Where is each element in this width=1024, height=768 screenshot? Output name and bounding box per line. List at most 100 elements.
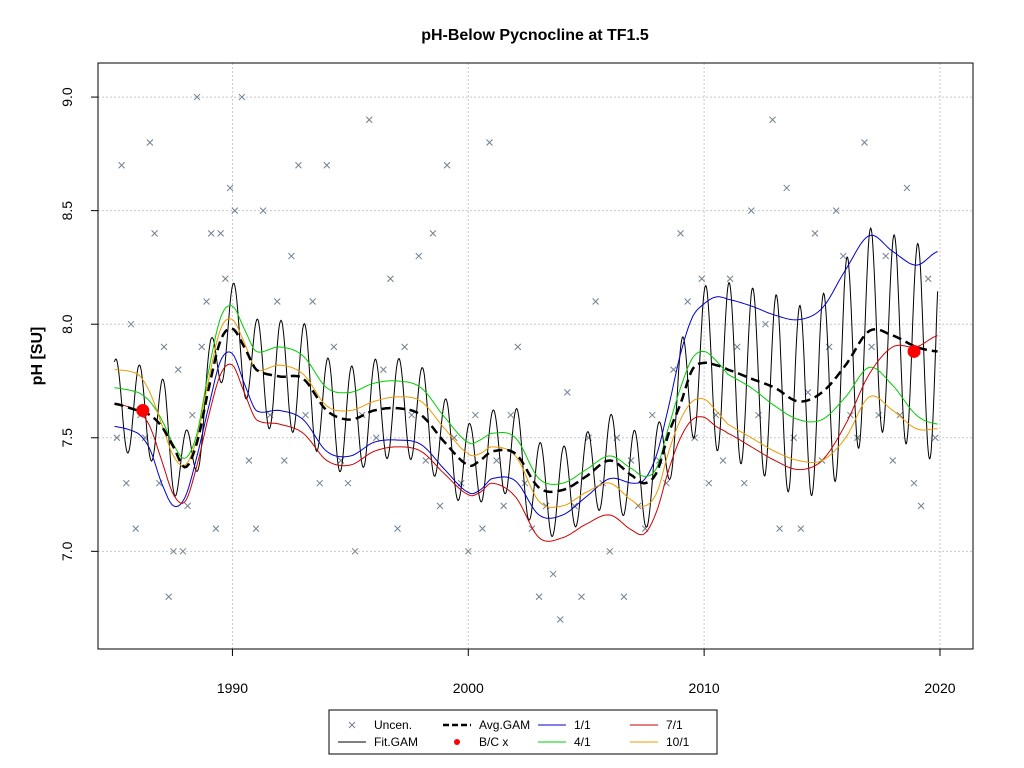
observation-point xyxy=(733,343,741,351)
observation-point xyxy=(726,275,734,283)
observation-point xyxy=(521,479,529,487)
observation-point xyxy=(896,411,904,419)
observation-point xyxy=(401,343,408,351)
observation-point xyxy=(193,93,201,101)
bc-points xyxy=(136,344,921,418)
observation-point xyxy=(422,457,430,464)
observation-point xyxy=(719,457,727,464)
observation-point xyxy=(146,139,154,146)
observation-point xyxy=(670,366,677,373)
observation-point xyxy=(903,184,911,192)
legend-label: 1/1 xyxy=(574,718,591,732)
observation-point xyxy=(179,547,187,555)
observation-point xyxy=(380,366,387,373)
observation-point xyxy=(365,116,373,124)
legend-box xyxy=(328,709,718,755)
legend-item: Uncen. xyxy=(348,718,412,732)
observation-point xyxy=(500,502,508,510)
observation-point xyxy=(212,525,220,532)
legend-symbol-point xyxy=(454,739,460,745)
series-line-10-1 xyxy=(114,318,938,508)
y-tick-label: 7.0 xyxy=(59,541,75,561)
observation-point xyxy=(684,298,691,305)
observation-point xyxy=(122,479,130,487)
legend-label: Fit.GAM xyxy=(374,735,418,749)
fit-gam-line xyxy=(114,226,939,537)
y-tick-label: 8.5 xyxy=(59,201,75,221)
legend-item: B/C x xyxy=(454,735,508,749)
legend-item: Fit.GAM xyxy=(338,735,418,749)
observation-point xyxy=(889,457,897,464)
observation-point xyxy=(747,207,755,214)
observation-point xyxy=(825,343,833,351)
observation-point xyxy=(705,479,713,487)
legend-item: Avg.GAM xyxy=(443,718,530,732)
observation-point xyxy=(549,570,557,578)
observation-point xyxy=(174,366,182,373)
observation-point xyxy=(592,298,599,305)
observation-point xyxy=(203,298,210,305)
observation-point xyxy=(839,252,847,260)
observation-point xyxy=(288,252,295,260)
observation-point xyxy=(408,411,416,419)
observation-point xyxy=(648,411,656,419)
legend-symbol-x xyxy=(348,721,356,729)
y-tick-label: 8.0 xyxy=(59,314,75,334)
observation-point xyxy=(188,411,196,419)
observation-point xyxy=(226,184,234,192)
observation-point xyxy=(620,593,628,601)
observation-point xyxy=(436,502,444,510)
observation-point xyxy=(351,547,359,555)
observation-point xyxy=(231,207,239,214)
observation-point xyxy=(245,457,253,464)
observation-point xyxy=(113,434,121,442)
observation-point xyxy=(464,547,472,555)
legend-label: Avg.GAM xyxy=(479,718,530,732)
observation-point xyxy=(238,93,246,101)
grid xyxy=(98,63,973,649)
observation-point xyxy=(344,479,352,487)
observation-point xyxy=(295,161,302,169)
series-lines xyxy=(114,234,938,542)
observation-point xyxy=(910,479,918,487)
observation-point xyxy=(762,320,769,328)
observation-point xyxy=(184,502,191,510)
observation-point xyxy=(222,275,229,283)
x-tick-label: 2000 xyxy=(453,680,484,696)
observation-point xyxy=(769,116,776,124)
legend-label: 7/1 xyxy=(666,718,683,732)
observation-point xyxy=(252,525,260,532)
observation-point xyxy=(493,457,500,464)
observation-point xyxy=(472,411,479,419)
axes: 1990 2000 2010 2020 7.0 7.5 8.0 8.5 9.0 xyxy=(59,87,956,696)
legend-label: B/C x xyxy=(479,735,508,749)
series-line-4-1 xyxy=(114,304,938,485)
observation-point xyxy=(606,547,614,555)
observation-point xyxy=(578,593,585,601)
observation-point xyxy=(677,229,684,237)
observation-point xyxy=(450,434,458,442)
observation-point xyxy=(514,343,522,351)
observations xyxy=(113,93,939,623)
legend-label: 10/1 xyxy=(666,735,690,749)
observation-point xyxy=(698,275,706,283)
observation-point xyxy=(563,388,571,396)
observation-point xyxy=(302,411,309,419)
observation-point xyxy=(323,161,331,169)
observation-point xyxy=(394,525,401,532)
x-tick-label: 1990 xyxy=(217,680,248,696)
observation-point xyxy=(309,298,316,305)
bc-point xyxy=(907,344,921,358)
observation-point xyxy=(443,161,451,169)
observation-point xyxy=(931,434,939,442)
observation-point xyxy=(854,434,861,442)
observation-point xyxy=(259,207,267,214)
observation-point xyxy=(280,457,288,464)
observation-point xyxy=(330,343,338,351)
series-line-1-1 xyxy=(114,234,938,519)
observation-point xyxy=(207,229,215,237)
legend-item: 1/1 xyxy=(538,718,591,732)
series-line-7-1 xyxy=(114,335,938,542)
observation-point xyxy=(627,457,635,464)
observation-point xyxy=(160,343,168,351)
